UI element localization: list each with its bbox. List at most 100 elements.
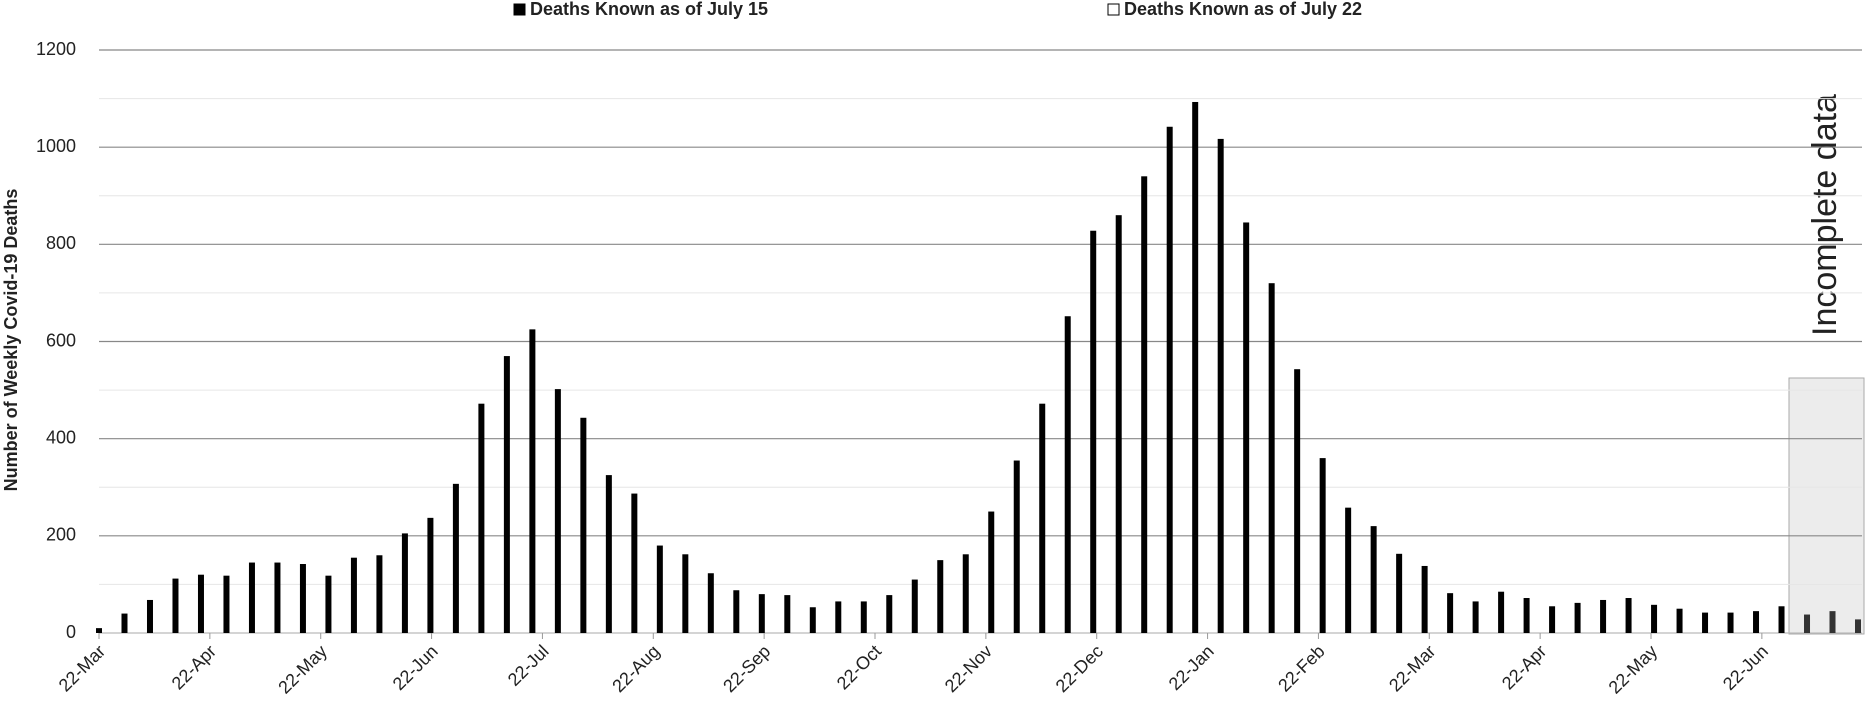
bar: [350, 557, 357, 633]
bar: [1090, 230, 1097, 634]
bar: [1243, 222, 1250, 634]
bar: [1319, 458, 1326, 633]
bar: [809, 607, 816, 633]
bar: [1600, 599, 1607, 633]
bar: [1141, 176, 1148, 634]
y-tick-label: 400: [46, 427, 76, 447]
bar: [988, 511, 995, 633]
x-tick-label: 22-Oct: [833, 641, 885, 693]
bar: [401, 533, 408, 633]
y-tick-label: 1000: [36, 136, 76, 156]
bar: [1702, 612, 1709, 633]
bar: [172, 578, 179, 633]
bar: [1345, 507, 1352, 633]
bar: [1549, 606, 1556, 633]
bar: [1370, 526, 1377, 633]
x-tick-label: 22-Jun: [389, 641, 442, 694]
bar: [1753, 611, 1760, 633]
y-axis-label: Number of Weekly Covid-19 Deaths: [1, 189, 21, 492]
bar: [1421, 565, 1428, 633]
bar: [937, 560, 944, 633]
incomplete-region: [1788, 377, 1865, 635]
bar: [299, 564, 306, 633]
bar: [1217, 138, 1224, 633]
x-tick-label: 22-May: [1605, 641, 1662, 698]
bar: [1523, 598, 1530, 633]
bar: [376, 555, 383, 633]
x-tick-label: 22-Sep: [719, 641, 774, 696]
bar: [146, 599, 153, 633]
bar: [605, 475, 612, 633]
bar: [1064, 316, 1071, 633]
bar: [1294, 369, 1301, 633]
bar: [1727, 612, 1734, 633]
x-tick-label: 22-Dec: [1052, 641, 1107, 696]
bar: [580, 417, 587, 633]
legend-label: Deaths Known as of July 22: [1124, 0, 1362, 19]
bar: [554, 389, 561, 633]
x-tick-label: 22-Jan: [1165, 641, 1218, 694]
bar: [1166, 126, 1173, 634]
bar: [96, 628, 102, 633]
x-tick-label: 22-Nov: [941, 641, 996, 696]
bar: [733, 590, 740, 633]
bar: [1039, 403, 1046, 633]
y-tick-label: 0: [66, 622, 76, 642]
bar: [248, 562, 255, 633]
bar: [1676, 608, 1683, 633]
bar: [1778, 606, 1785, 633]
legend-swatch: [1107, 3, 1120, 16]
bar: [707, 573, 714, 633]
x-tick-label: 22-Aug: [608, 641, 663, 696]
bar: [274, 562, 281, 633]
bar: [325, 575, 332, 633]
bar: [1115, 215, 1122, 633]
bar: [1447, 593, 1454, 633]
bar: [1013, 460, 1020, 633]
bar: [478, 403, 485, 633]
bar: [758, 594, 765, 633]
legend-label: Deaths Known as of July 15: [530, 0, 768, 19]
x-tick-label: 22-Jun: [1719, 641, 1772, 694]
bar: [452, 483, 459, 633]
bar: [1472, 601, 1479, 633]
x-tick-label: 22-Apr: [1498, 641, 1550, 693]
bar: [1574, 602, 1581, 633]
bar: [656, 545, 663, 633]
y-tick-label: 800: [46, 233, 76, 253]
y-tick-label: 600: [46, 330, 76, 350]
annotation: Incomplete data: [1806, 94, 1844, 336]
bar: [1268, 283, 1275, 633]
bar: [1625, 598, 1632, 633]
legend-swatch: [513, 3, 526, 16]
bar: [223, 575, 230, 633]
x-tick-label: 22-Apr: [168, 641, 220, 693]
x-tick-label: 22-Feb: [1274, 641, 1328, 695]
bar: [121, 613, 128, 633]
bar: [1396, 553, 1403, 633]
bar: [784, 595, 791, 633]
bar: [1804, 614, 1811, 633]
bar: [860, 601, 867, 633]
x-tick-label: 22-May: [274, 641, 331, 698]
bar: [1855, 619, 1861, 633]
bar: [886, 595, 893, 633]
bar: [197, 574, 204, 633]
x-tick-label: 22-Mar: [1385, 641, 1439, 695]
bar: [911, 579, 918, 633]
bar: [682, 554, 689, 633]
bar: [1829, 611, 1836, 633]
bar: [529, 329, 536, 633]
bar: [427, 517, 434, 633]
x-tick-label: 22-Mar: [55, 641, 109, 695]
bar: [835, 601, 842, 633]
x-tick-label: 22-Jul: [504, 641, 553, 690]
bar: [631, 493, 638, 633]
y-tick-label: 1200: [36, 39, 76, 59]
bar: [1192, 101, 1199, 633]
bar: [1651, 604, 1658, 633]
bar: [962, 554, 969, 633]
y-tick-label: 200: [46, 525, 76, 545]
bar: [503, 356, 510, 633]
